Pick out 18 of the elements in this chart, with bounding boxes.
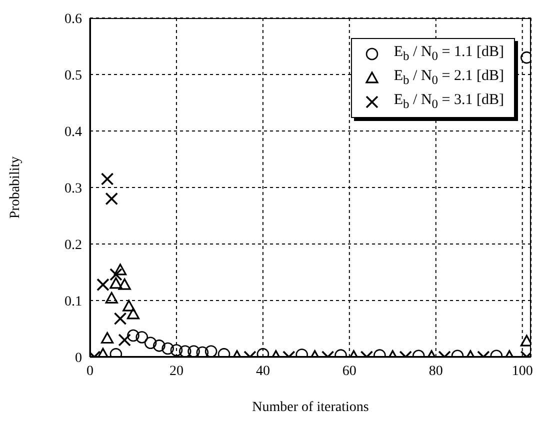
y-axis-title: Probability [8,156,23,219]
legend-label: E$_{b}$ / N$_{0}$ = 3.1 [dB] [394,92,504,112]
legend-label: E$_{b}$ / N$_{0}$ = 2.1 [dB] [394,68,504,88]
x-tick-label: 40 [256,364,270,379]
y-tick-label: 0.5 [64,68,82,84]
legend-label: E$_{b}$ / N$_{0}$ = 1.1 [dB] [394,44,504,64]
x-tick-label: 60 [342,364,356,379]
x-tick-label: 20 [169,364,184,379]
y-tick-label: 0.1 [64,294,82,310]
x-tick-label: 100 [512,364,533,379]
x-axis-title: Number of iterations [252,400,369,415]
y-tick-label: 0.6 [64,12,82,27]
x-tick-label: 0 [86,364,94,379]
x-tick-label: 80 [428,364,443,379]
y-tick-label: 0.4 [64,124,82,140]
y-tick-label: 0.3 [64,181,82,196]
y-tick-label: 0.2 [64,238,82,253]
y-tick-label: 0 [75,350,82,366]
